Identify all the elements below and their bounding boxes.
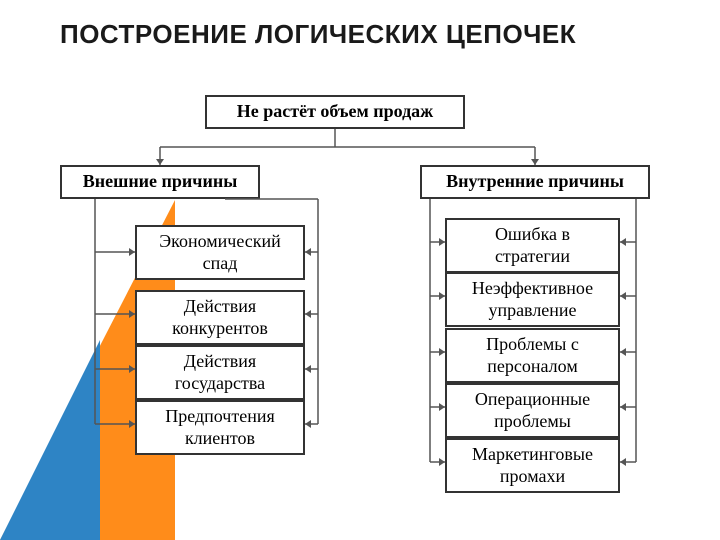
internal-item-3: Операционные проблемы [445, 383, 620, 438]
page-title: ПОСТРОЕНИЕ ЛОГИЧЕСКИХ ЦЕПОЧЕК [60, 18, 576, 51]
internal-item-2: Проблемы с персоналом [445, 328, 620, 383]
external-item-3: Предпочтения клиентов [135, 400, 305, 455]
internal-item-1: Неэффективное управление [445, 272, 620, 327]
internal-causes-box: Внутренние причины [420, 165, 650, 199]
external-item-0: Экономический спад [135, 225, 305, 280]
root-box: Не растёт объем продаж [205, 95, 465, 129]
external-causes-box: Внешние причины [60, 165, 260, 199]
external-item-1: Действия конкурентов [135, 290, 305, 345]
internal-item-4: Маркетинговые промахи [445, 438, 620, 493]
bg-triangle-blue [0, 340, 100, 540]
internal-item-0: Ошибка в стратегии [445, 218, 620, 273]
external-item-2: Действия государства [135, 345, 305, 400]
